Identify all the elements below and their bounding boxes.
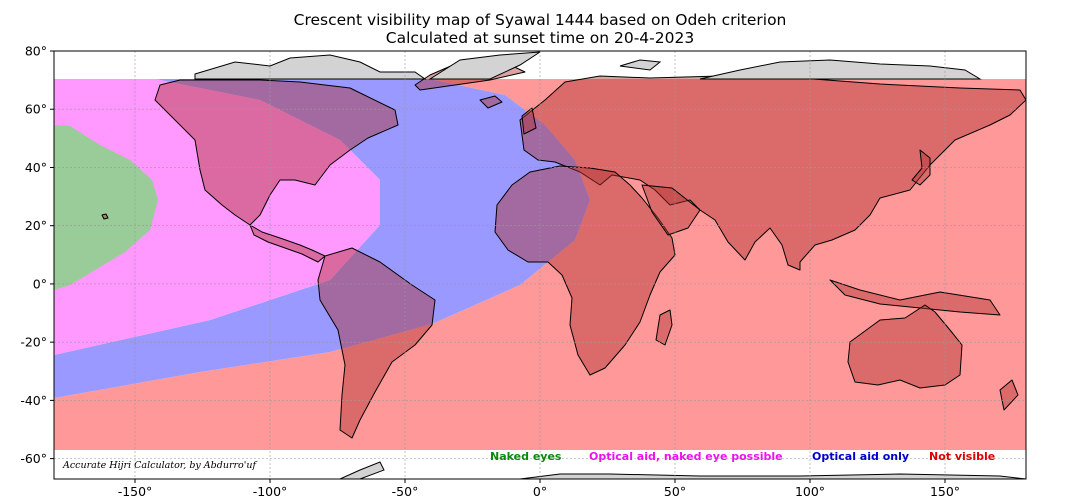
chart-subtitle: Calculated at sunset time on 20-4-2023 (385, 29, 695, 47)
africa-land (494, 165, 676, 376)
naked-eyes-zone (54, 125, 158, 290)
madagascar-land (655, 309, 673, 346)
y-tick-label: -40° (20, 393, 47, 408)
legend-not-visible: Not visible (929, 450, 995, 463)
map-gridlines (54, 51, 1026, 479)
north-america-land (154, 79, 399, 226)
x-tick-label: -150° (118, 484, 153, 499)
y-tick-label: 60° (25, 102, 47, 117)
british-isles-land (521, 107, 537, 135)
indonesia-land (829, 279, 1001, 316)
x-tick-label: -50° (392, 484, 419, 499)
legend-optical-aid-naked-eye-possible: Optical aid, naked eye possible (589, 450, 783, 463)
arabia-land (641, 184, 701, 236)
x-tick-label: 100° (795, 484, 825, 499)
not-visible-zone (54, 79, 1026, 450)
new-zealand-land (999, 379, 1019, 411)
central-america-land (249, 224, 326, 263)
eurasia-land (519, 75, 1026, 271)
x-axis-ticks: -150° -100° -50° 0° 50° 100° 150° (118, 479, 960, 499)
optical-aid-naked-eye-possible-zone (54, 79, 380, 355)
x-tick-label: -100° (253, 484, 288, 499)
hawaii-land (101, 213, 109, 220)
x-tick-label: 50° (664, 484, 686, 499)
y-tick-label: -60° (20, 451, 47, 466)
legend: Naked eyes Optical aid, naked eye possib… (490, 450, 995, 463)
japan-land (911, 149, 931, 186)
y-tick-label: 80° (25, 44, 47, 59)
south-america-land (317, 247, 436, 439)
legend-naked-eyes: Naked eyes (490, 450, 562, 463)
chart-title: Crescent visibility map of Syawal 1444 b… (293, 11, 787, 29)
y-tick-label: -20° (20, 335, 47, 350)
optical-aid-only-zone (54, 79, 590, 398)
x-tick-label: 150° (930, 484, 960, 499)
visibility-zones (54, 79, 1026, 450)
y-tick-label: 40° (25, 160, 47, 175)
arctic-land (194, 51, 1026, 479)
credit-text: Accurate Hijri Calculator, by Abdurro'uf (62, 460, 257, 471)
y-axis-ticks: 80° 60° 40° 20° 0° -20° -40° -60° (20, 44, 54, 466)
y-tick-label: 0° (33, 276, 47, 291)
iceland-land (479, 95, 503, 109)
y-tick-label: 20° (25, 218, 47, 233)
australia-land (847, 304, 963, 389)
legend-optical-aid-only: Optical aid only (812, 450, 909, 463)
x-tick-label: 0° (533, 484, 547, 499)
